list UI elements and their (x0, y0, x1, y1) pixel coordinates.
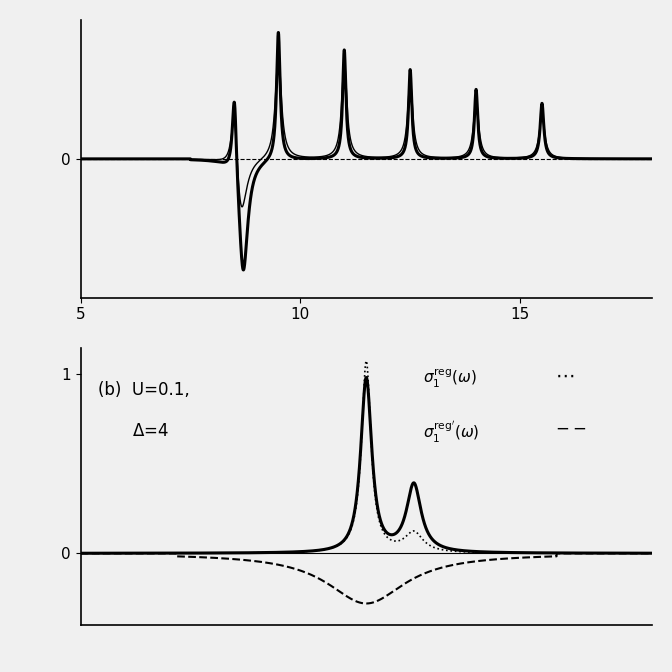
Text: $\sigma_1^{\rm reg}(\omega)$: $\sigma_1^{\rm reg}(\omega)$ (423, 367, 477, 390)
Text: $\Delta$=4: $\Delta$=4 (132, 423, 169, 440)
Text: $\sigma_1^{{\rm reg}'}(\omega)$: $\sigma_1^{{\rm reg}'}(\omega)$ (423, 419, 480, 445)
Text: (b)  U=0.1,: (b) U=0.1, (98, 381, 190, 398)
Text: $--$: $--$ (554, 418, 586, 436)
Text: $\cdots$: $\cdots$ (554, 366, 574, 384)
